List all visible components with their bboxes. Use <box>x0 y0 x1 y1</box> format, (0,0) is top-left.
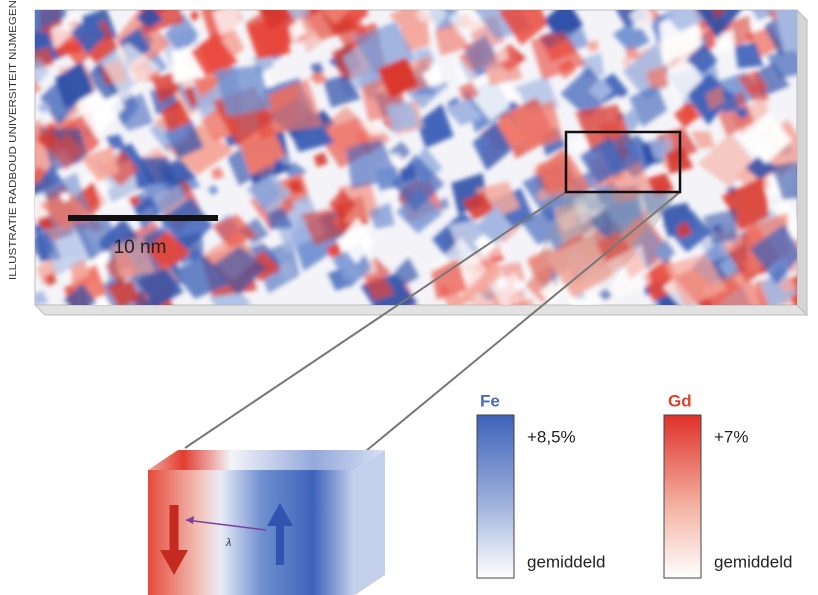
color-bar <box>477 415 514 578</box>
block-side <box>355 450 385 595</box>
credit: ILLUSTRATIE RADBOUD UNIVERSITEIT NIJMEGE… <box>7 0 19 280</box>
legend-fe: Fe +8,5% gemiddeld <box>477 391 605 578</box>
legend-min: gemiddeld <box>527 552 605 571</box>
illustration: 10 nm ILLUSTRATIE RADBOUD UNIVERSITEIT N… <box>0 0 818 595</box>
legend-gd: Gd +7% gemiddeld <box>664 391 792 578</box>
legend-element: Gd <box>668 391 692 410</box>
block-top <box>148 450 385 470</box>
color-bar <box>664 415 701 578</box>
inset-label: λ <box>225 537 231 549</box>
page: 10 nm ILLUSTRATIE RADBOUD UNIVERSITEIT N… <box>0 0 818 595</box>
slab-edge <box>35 305 807 315</box>
legend-max: +7% <box>714 427 749 446</box>
slab-side <box>797 10 807 315</box>
legend-min: gemiddeld <box>714 552 792 571</box>
scale-label: 10 nm <box>114 237 167 258</box>
block-front <box>148 470 355 595</box>
legend-max: +8,5% <box>527 427 576 446</box>
legend-element: Fe <box>480 391 500 410</box>
